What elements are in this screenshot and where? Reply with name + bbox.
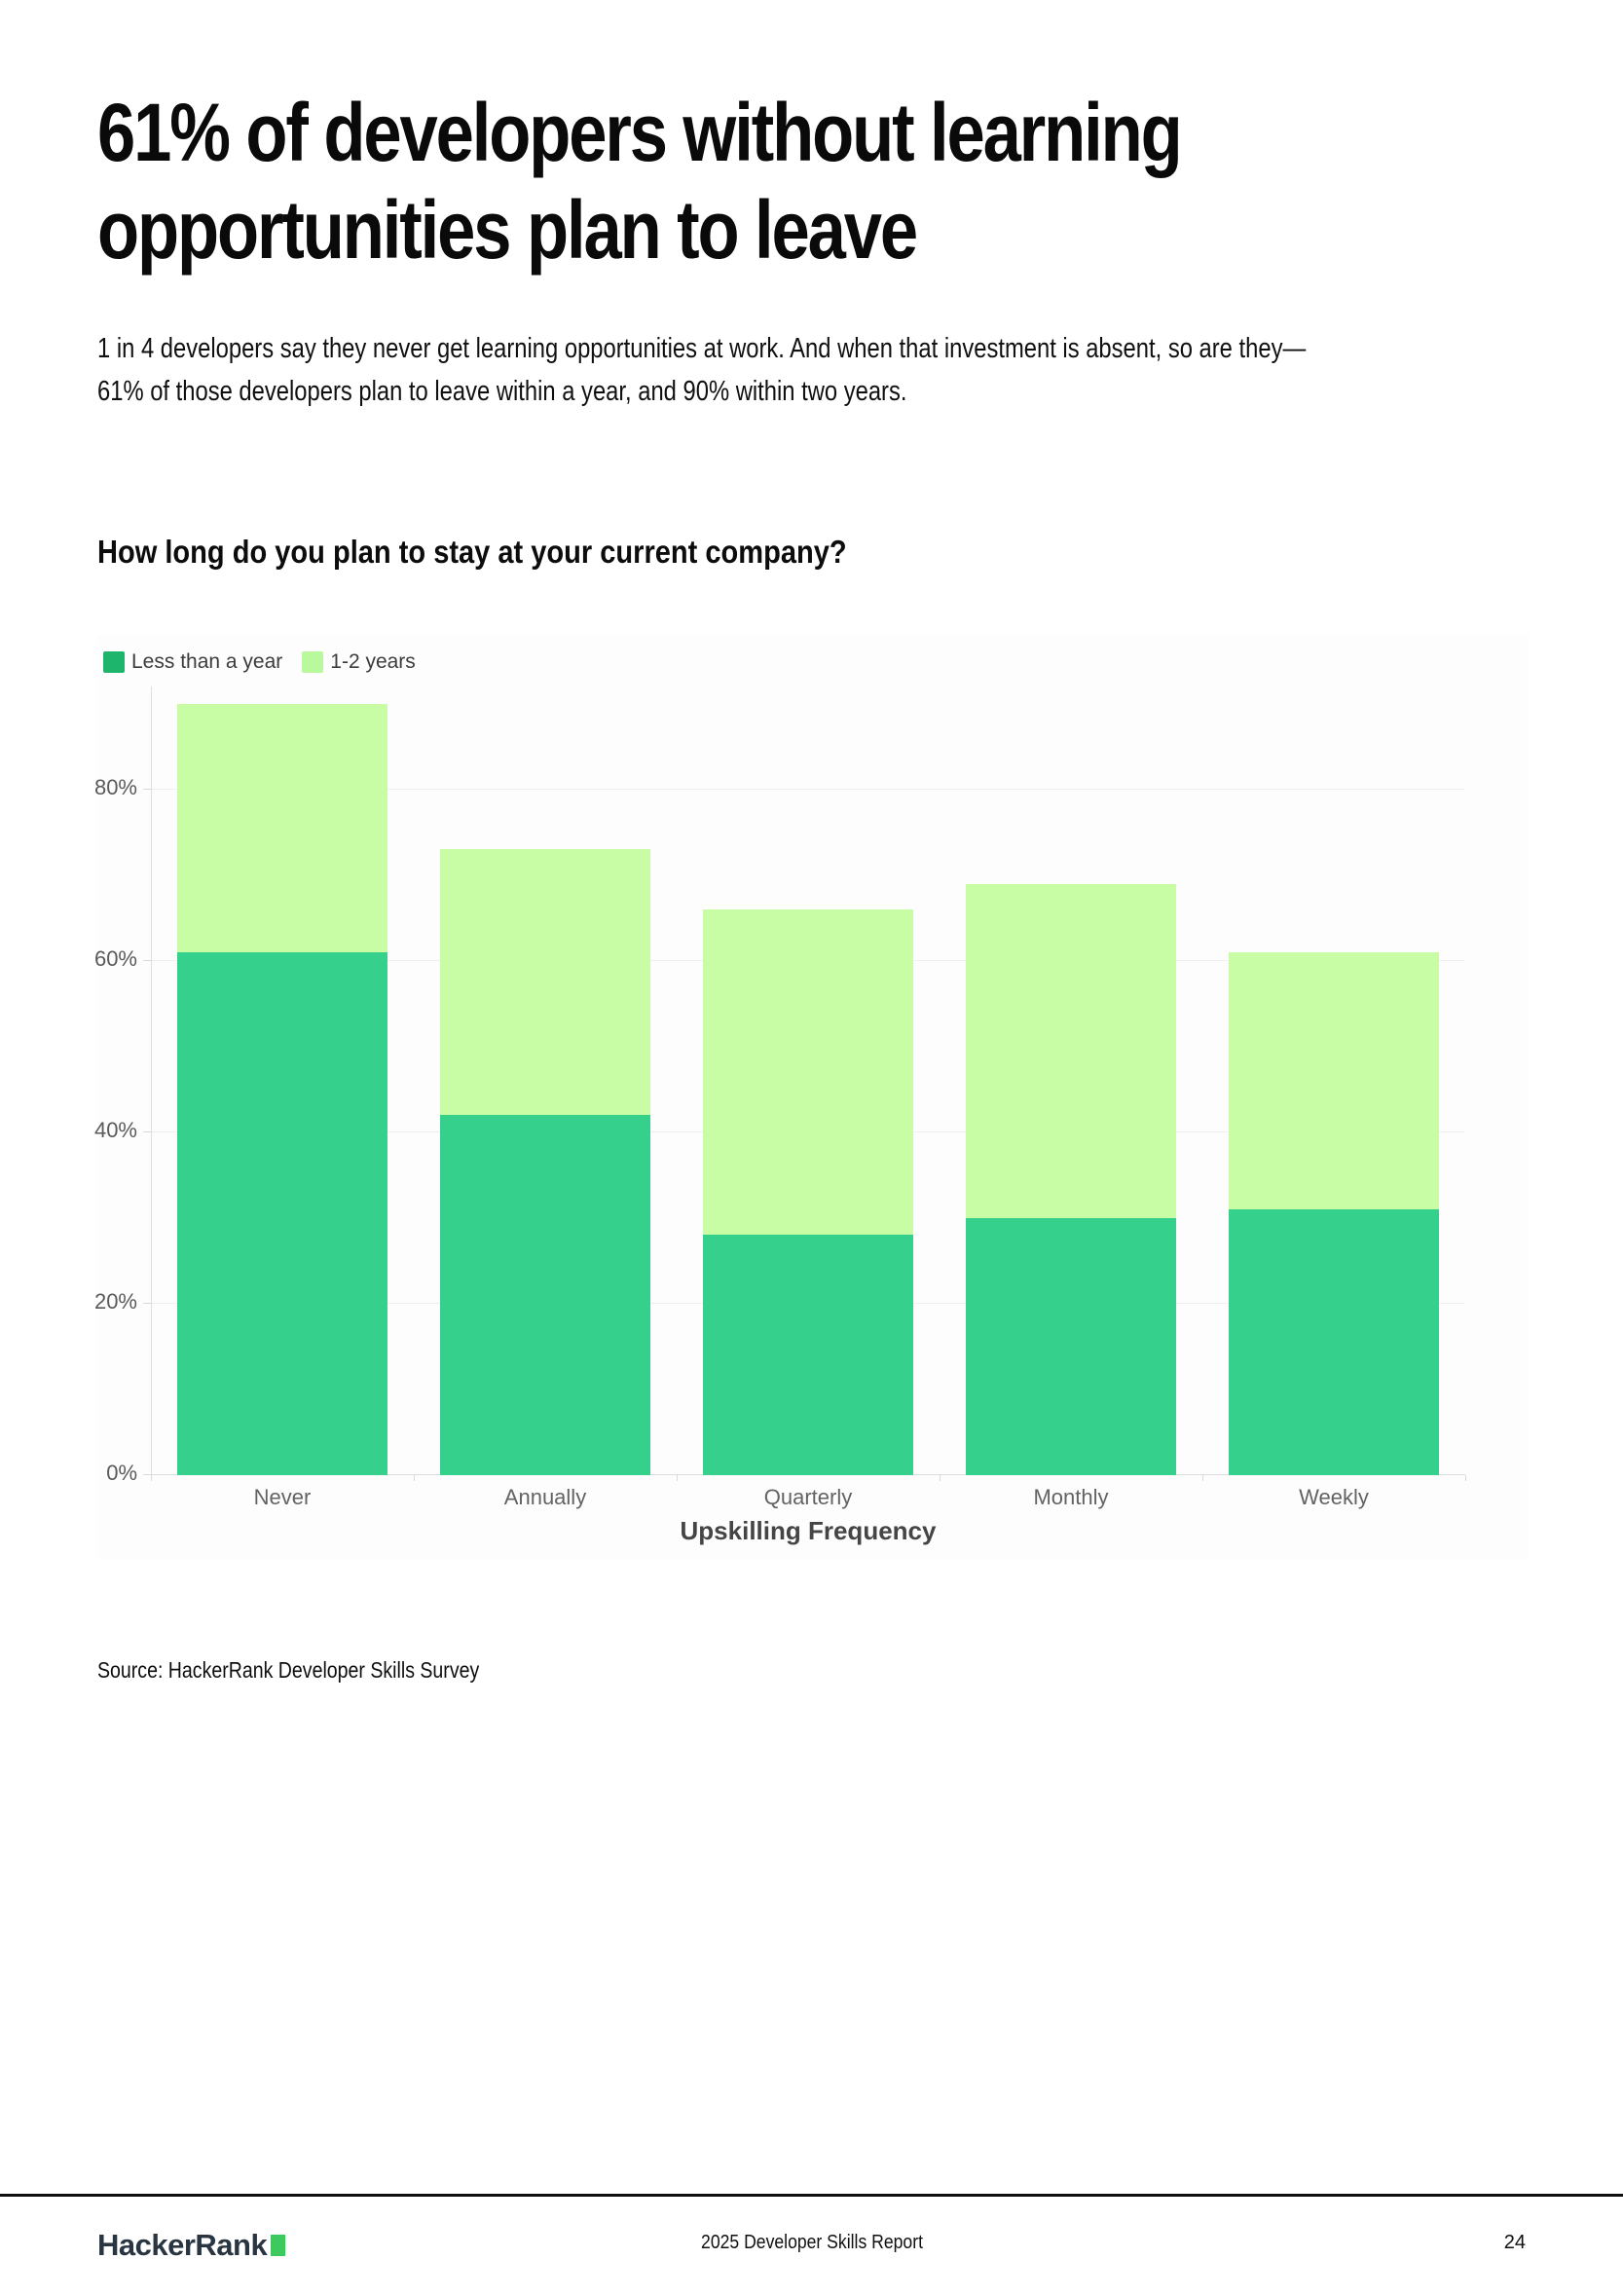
- hackerrank-logo: HackerRank: [97, 2228, 286, 2263]
- y-axis-tick: [143, 1130, 151, 1132]
- bar-quarterly: [703, 908, 913, 1475]
- x-axis-labels: Never Annually Quarterly Monthly Weekly: [151, 1485, 1465, 1510]
- footer-report-title: 2025 Developer Skills Report: [700, 2232, 923, 2253]
- bar-slot-weekly: [1202, 686, 1465, 1475]
- bar-segment-1-2-years: [966, 883, 1176, 1218]
- x-axis-tick: [940, 1475, 941, 1481]
- gridline-80: [151, 788, 1465, 790]
- intro-line-1: 1 in 4 developers say they never get lea…: [97, 333, 1307, 364]
- chart-plot-area: 0% 20% 40% 60% 80%: [94, 686, 1466, 1485]
- page-title: 61% of developers without learning oppor…: [97, 84, 1183, 278]
- y-axis-tick: [143, 1474, 151, 1475]
- page-title-line-1: 61% of developers without learning: [97, 87, 1183, 178]
- legend-label: Less than a year: [131, 650, 283, 673]
- x-axis-tick: [1465, 1475, 1466, 1481]
- page-title-line-2: opportunities plan to leave: [97, 184, 918, 276]
- bar-segment-1-2-years: [1229, 951, 1439, 1210]
- y-axis-tick: [143, 788, 151, 790]
- bar-monthly: [966, 883, 1176, 1475]
- bar-slot-quarterly: [677, 686, 940, 1475]
- source-note: Source: HackerRank Developer Skills Surv…: [97, 1657, 480, 1683]
- bar-slot-never: [151, 686, 414, 1475]
- legend-swatch-icon: [103, 651, 125, 673]
- y-axis-label: 80%: [93, 774, 137, 799]
- x-axis-tick: [151, 1475, 152, 1481]
- bar-slot-monthly: [940, 686, 1202, 1475]
- bar-segment-less-than-a-year: [177, 951, 387, 1475]
- y-axis-label: 0%: [106, 1461, 137, 1485]
- bar-segment-1-2-years: [703, 908, 913, 1236]
- x-axis-tick: [414, 1475, 415, 1481]
- legend-swatch-icon: [302, 651, 324, 673]
- bar-slot-annually: [414, 686, 677, 1475]
- bar-segment-less-than-a-year: [440, 1115, 650, 1475]
- chart-legend: Less than a year 1-2 years: [103, 650, 416, 674]
- bars-row: [151, 686, 1465, 1475]
- y-axis-label: 20%: [93, 1288, 137, 1314]
- bar-weekly: [1229, 951, 1439, 1475]
- bar-never: [177, 703, 387, 1475]
- x-axis-label-annually: Annually: [503, 1485, 587, 1509]
- chart-question-title: How long do you plan to stay at your cur…: [97, 534, 847, 570]
- x-axis-title: Upskilling Frequency: [680, 1516, 937, 1545]
- footer-divider: [0, 2194, 1623, 2197]
- bar-segment-less-than-a-year: [966, 1217, 1176, 1475]
- bar-segment-less-than-a-year: [703, 1235, 913, 1475]
- y-axis-label: 60%: [93, 945, 137, 971]
- intro-line-2: 61% of those developers plan to leave wi…: [97, 376, 907, 407]
- x-axis-label-never: Never: [253, 1485, 312, 1509]
- bar-segment-less-than-a-year: [1229, 1209, 1439, 1475]
- bar-segment-1-2-years: [177, 703, 387, 952]
- y-axis-tick: [143, 1302, 151, 1304]
- x-axis-label-weekly: Weekly: [1299, 1485, 1369, 1509]
- y-axis-line: [151, 686, 152, 1475]
- intro-paragraph: 1 in 4 developers say they never get lea…: [97, 327, 1306, 413]
- y-axis-label: 40%: [93, 1117, 137, 1142]
- y-axis-tick: [143, 959, 151, 961]
- logo-green-square-icon: [271, 2235, 286, 2256]
- x-axis-label-monthly: Monthly: [1033, 1485, 1109, 1509]
- legend-item-less-than-a-year: Less than a year: [103, 650, 282, 674]
- x-axis-tick: [677, 1475, 678, 1481]
- x-axis-tick: [1202, 1475, 1203, 1481]
- x-axis-label-quarterly: Quarterly: [763, 1485, 853, 1509]
- logo-text: HackerRank: [97, 2228, 268, 2262]
- bar-annually: [440, 849, 650, 1475]
- legend-item-1-2-years: 1-2 years: [302, 650, 416, 674]
- legend-label: 1-2 years: [330, 650, 416, 673]
- footer-page-number: 24: [1503, 2232, 1526, 2253]
- stacked-bar-chart: Less than a year 1-2 years 0% 20% 40% 60% 80%…: [94, 635, 1529, 1560]
- bar-segment-1-2-years: [440, 849, 650, 1116]
